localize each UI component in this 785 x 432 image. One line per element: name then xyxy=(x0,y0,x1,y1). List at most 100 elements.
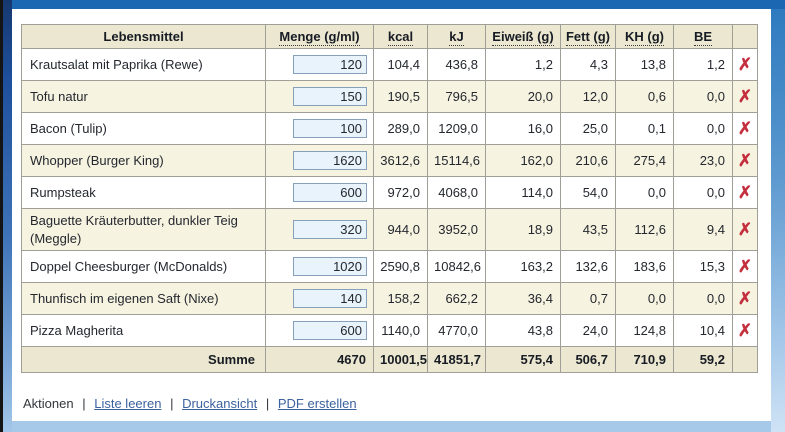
sum-label: Summe xyxy=(21,346,266,374)
column-header-kcal[interactable]: kcal xyxy=(373,24,428,49)
separator: | xyxy=(82,396,86,411)
fett-value: 25,0 xyxy=(560,112,616,145)
eiweiss-value: 20,0 xyxy=(485,80,561,113)
eiweiss-value: 18,9 xyxy=(485,207,561,252)
eiweiss-value: 1,2 xyxy=(485,48,561,81)
sum-row: Summe 4670 10001,5 41851,7 575,4 506,7 7… xyxy=(21,346,758,374)
column-header-kj[interactable]: kJ xyxy=(427,24,486,49)
fett-value: 12,0 xyxy=(560,80,616,113)
frame-top-bar xyxy=(3,0,785,9)
food-name: Thunfisch im eigenen Saft (Nixe) xyxy=(21,282,266,316)
delete-icon[interactable]: ✗ xyxy=(737,151,753,170)
be-value: 0,0 xyxy=(673,282,733,316)
kh-value: 112,6 xyxy=(615,207,674,252)
delete-icon[interactable]: ✗ xyxy=(737,257,753,277)
actions-bar: Aktionen | Liste leeren | Druckansicht |… xyxy=(23,396,357,411)
kj-value: 15114,6 xyxy=(427,144,486,177)
quantity-input[interactable] xyxy=(293,119,367,138)
quantity-input[interactable] xyxy=(293,220,367,240)
kj-value: 10842,6 xyxy=(427,250,486,284)
fett-value: 210,6 xyxy=(560,144,616,177)
column-header-label: Fett (g) xyxy=(565,29,611,46)
column-header-label: BE xyxy=(693,29,713,46)
column-header-eiweiss[interactable]: Eiweiß (g) xyxy=(485,24,561,49)
column-header-label: Menge (g/ml) xyxy=(279,29,360,46)
delete-icon[interactable]: ✗ xyxy=(737,183,753,202)
quantity-input[interactable] xyxy=(293,87,367,106)
delete-icon[interactable]: ✗ xyxy=(737,289,753,309)
eiweiss-value: 163,2 xyxy=(485,250,561,284)
eiweiss-value: 114,0 xyxy=(485,176,561,209)
be-value: 0,0 xyxy=(673,176,733,209)
be-value: 9,4 xyxy=(673,207,733,252)
kcal-value: 972,0 xyxy=(373,176,428,209)
table-row: Doppel Cheesburger (McDonalds) 2590,81084… xyxy=(21,250,758,284)
quantity-input[interactable] xyxy=(293,55,367,74)
be-value: 15,3 xyxy=(673,250,733,284)
kh-value: 0,0 xyxy=(615,176,674,209)
quantity-input[interactable] xyxy=(293,289,367,309)
frame-left-edge xyxy=(0,0,3,432)
kh-value: 0,0 xyxy=(615,282,674,316)
kj-value: 436,8 xyxy=(427,48,486,81)
quantity-cell xyxy=(265,112,374,145)
be-value: 0,0 xyxy=(673,112,733,145)
quantity-input[interactable] xyxy=(293,151,367,170)
header-row: Lebensmittel Menge (g/ml) kcal kJ Eiweiß (g)… xyxy=(21,24,758,49)
sum-fett: 506,7 xyxy=(560,346,616,374)
kh-value: 275,4 xyxy=(615,144,674,177)
delete-icon[interactable]: ✗ xyxy=(737,119,753,138)
fett-value: 132,6 xyxy=(560,250,616,284)
fett-value: 54,0 xyxy=(560,176,616,209)
link-pdf-erstellen[interactable]: PDF erstellen xyxy=(277,396,357,411)
kcal-value: 1140,0 xyxy=(373,314,428,348)
quantity-input[interactable] xyxy=(293,183,367,202)
kj-value: 796,5 xyxy=(427,80,486,113)
be-value: 23,0 xyxy=(673,144,733,177)
link-druckansicht[interactable]: Druckansicht xyxy=(182,396,258,411)
kj-value: 4068,0 xyxy=(427,176,486,209)
frame-left-strip xyxy=(3,0,12,432)
column-header-label: Eiweiß (g) xyxy=(492,29,554,46)
table-row: Pizza Magherita 1140,04770,043,824,0124,8… xyxy=(21,314,758,348)
delete-icon[interactable]: ✗ xyxy=(737,55,753,74)
column-header-menge[interactable]: Menge (g/ml) xyxy=(265,24,374,49)
table-row: Baguette Kräuterbutter, dunkler Teig (Me… xyxy=(21,207,758,252)
table-row: Thunfisch im eigenen Saft (Nixe) 158,2662… xyxy=(21,282,758,316)
kh-value: 13,8 xyxy=(615,48,674,81)
eiweiss-value: 43,8 xyxy=(485,314,561,348)
delete-cell: ✗ xyxy=(732,282,758,316)
quantity-cell xyxy=(265,207,374,252)
quantity-input[interactable] xyxy=(293,257,367,277)
be-value: 1,2 xyxy=(673,48,733,81)
kj-value: 4770,0 xyxy=(427,314,486,348)
frame-bottom-strip xyxy=(12,421,771,432)
quantity-cell xyxy=(265,282,374,316)
actions-label: Aktionen xyxy=(23,396,74,411)
sum-kcal: 10001,5 xyxy=(373,346,428,374)
sum-kh: 710,9 xyxy=(615,346,674,374)
table-row: Krautsalat mit Paprika (Rewe)104,4436,81… xyxy=(21,48,758,81)
column-header-label: Lebensmittel xyxy=(103,29,184,44)
quantity-input[interactable] xyxy=(293,321,367,341)
column-header-lebensmittel: Lebensmittel xyxy=(21,24,266,49)
quantity-cell xyxy=(265,176,374,209)
delete-cell: ✗ xyxy=(732,144,758,177)
column-header-be[interactable]: BE xyxy=(673,24,733,49)
separator: | xyxy=(170,396,174,411)
delete-cell: ✗ xyxy=(732,176,758,209)
delete-icon[interactable]: ✗ xyxy=(737,87,753,106)
column-header-kh[interactable]: KH (g) xyxy=(615,24,674,49)
kh-value: 0,1 xyxy=(615,112,674,145)
delete-cell: ✗ xyxy=(732,250,758,284)
link-liste-leeren[interactable]: Liste leeren xyxy=(94,396,162,411)
delete-icon[interactable]: ✗ xyxy=(737,220,753,240)
food-name: Pizza Magherita xyxy=(21,314,266,348)
fett-value: 4,3 xyxy=(560,48,616,81)
column-header-fett[interactable]: Fett (g) xyxy=(560,24,616,49)
delete-icon[interactable]: ✗ xyxy=(737,321,753,341)
delete-cell: ✗ xyxy=(732,207,758,252)
